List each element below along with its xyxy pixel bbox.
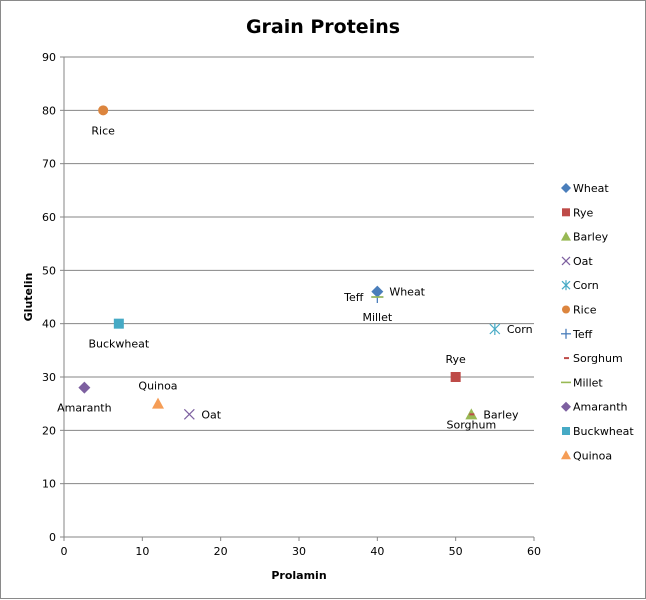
y-axis-title: Glutelin: [22, 273, 35, 322]
legend-marker-amaranth: [561, 401, 571, 412]
x-tick-label: 20: [214, 545, 228, 558]
data-point-amaranth: [78, 381, 91, 394]
legend-item-millet: Millet: [561, 376, 603, 389]
data-label-millet: Millet: [362, 311, 392, 324]
gridlines: [64, 56, 534, 485]
legend-label: Rye: [573, 206, 594, 219]
legend-label: Amaranth: [573, 401, 628, 414]
legend-label: Oat: [573, 255, 593, 268]
y-tick-label: 80: [42, 104, 56, 117]
legend-label: Corn: [573, 279, 599, 292]
legend-item-quinoa: Quinoa: [561, 449, 612, 462]
data-label-amaranth: Amaranth: [57, 402, 112, 415]
data-labels: Wheat Rye Barley Oat Corn Rice Teff Sorghum Mill…: [57, 124, 532, 431]
data-label-buckwheat: Buckwheat: [88, 338, 149, 351]
legend-marker-corn: [561, 280, 571, 291]
y-tick-label: 90: [42, 51, 56, 64]
legend-marker-buckwheat: [562, 427, 570, 435]
x-tick-label: 50: [449, 545, 463, 558]
x-tick-label: 40: [370, 545, 384, 558]
legend-item-rice: Rice: [562, 304, 597, 317]
legend-item-corn: Corn: [561, 279, 599, 292]
data-point-buckwheat: [113, 318, 124, 329]
legend-marker-quinoa: [561, 450, 571, 460]
y-tick-label: 70: [42, 158, 56, 171]
legend-label: Teff: [572, 328, 593, 341]
data-point-rye: [450, 372, 461, 382]
x-tick-label: 0: [61, 545, 68, 558]
legend: Wheat Rye Barley Oat Corn Rice Teff Sorghum Mill…: [561, 182, 634, 462]
y-tick-label: 40: [42, 318, 56, 331]
legend-marker-teff: [561, 328, 571, 339]
x-tick-label: 10: [135, 545, 149, 558]
y-tick-label: 60: [42, 211, 56, 224]
x-axis-title: Prolamin: [271, 569, 326, 582]
legend-item-amaranth: Amaranth: [561, 401, 628, 414]
legend-item-oat: Oat: [561, 255, 593, 268]
data-point-quinoa: [152, 397, 164, 409]
chart-title: Grain Proteins: [246, 16, 400, 38]
legend-label: Barley: [573, 231, 609, 244]
y-tick-label: 20: [42, 424, 56, 437]
y-tick-label: 10: [42, 478, 56, 491]
data-label-rye: Rye: [446, 353, 467, 366]
legend-item-sorghum: Sorghum: [564, 352, 623, 365]
legend-item-buckwheat: Buckwheat: [562, 425, 634, 438]
data-point-rice: [98, 105, 109, 116]
legend-marker-rye: [562, 208, 570, 217]
legend-marker-wheat: [561, 183, 571, 193]
data-label-barley: Barley: [483, 408, 519, 421]
y-tick-label: 0: [49, 531, 56, 544]
y-tick-label: 50: [42, 264, 56, 277]
legend-marker-barley: [561, 231, 571, 241]
data-label-corn: Corn: [507, 323, 533, 336]
data-label-oat: Oat: [201, 408, 221, 421]
legend-label: Wheat: [573, 182, 609, 195]
legend-item-barley: Barley: [561, 231, 609, 244]
data-label-rice: Rice: [91, 124, 115, 137]
axes: [60, 56, 535, 541]
data-label-wheat: Wheat: [389, 286, 425, 299]
legend-label: Rice: [573, 304, 597, 317]
y-tick-label: 30: [42, 371, 56, 384]
legend-label: Buckwheat: [573, 425, 634, 438]
data-label-quinoa: Quinoa: [138, 380, 177, 393]
legend-item-teff: Teff: [561, 328, 593, 341]
data-point-oat: [183, 408, 195, 420]
legend-label: Millet: [573, 376, 603, 389]
data-points: [78, 105, 501, 420]
legend-label: Sorghum: [573, 352, 623, 365]
data-point-corn: [489, 323, 501, 335]
data-label-sorghum: Sorghum: [446, 418, 496, 431]
legend-label: Quinoa: [573, 449, 612, 462]
data-label-teff: Teff: [343, 291, 364, 304]
legend-item-wheat: Wheat: [561, 182, 609, 195]
x-tick-label: 30: [292, 545, 306, 558]
legend-item-rye: Rye: [562, 206, 594, 219]
tick-labels: 0 10 20 30 40 50 60 70 80 90 0 10 20 30 40 50 60: [42, 51, 541, 558]
legend-marker-rice: [562, 305, 570, 314]
legend-marker-oat: [561, 256, 571, 266]
x-tick-label: 60: [527, 545, 541, 558]
